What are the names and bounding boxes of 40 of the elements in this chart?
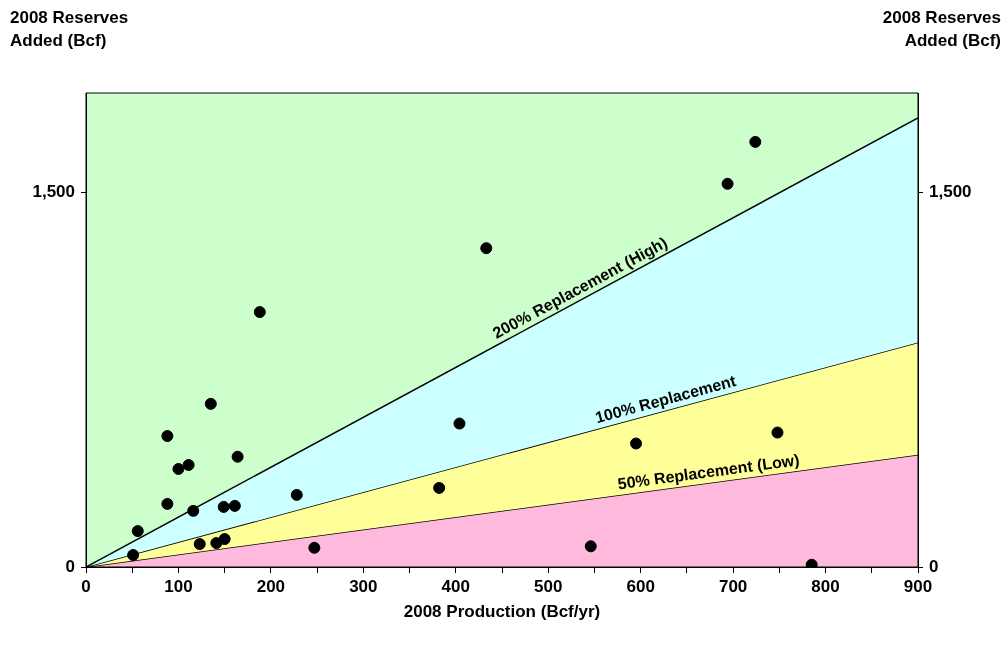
x-tick-label: 600: [626, 576, 655, 596]
point: [204, 397, 217, 410]
point: [193, 538, 206, 551]
x-tick-label: 800: [811, 576, 840, 596]
point: [228, 499, 241, 512]
point: [584, 540, 597, 553]
point: [433, 481, 446, 494]
point: [721, 177, 734, 190]
point: [218, 533, 231, 546]
point: [161, 497, 174, 510]
point: [217, 500, 230, 513]
y2-axis-title: 2008 Reserves Added (Bcf): [881, 7, 1001, 52]
x-tick-label: 200: [256, 576, 286, 596]
point: [290, 488, 303, 501]
point: [161, 430, 174, 443]
point: [187, 504, 200, 517]
point: [172, 462, 185, 475]
point: [231, 450, 244, 463]
point: [127, 549, 140, 562]
point: [749, 135, 762, 148]
y2-tick-label: 1,500: [929, 182, 972, 202]
point: [253, 306, 266, 319]
point: [630, 437, 643, 450]
x-tick-label: 900: [903, 576, 933, 596]
x-tick-label: 500: [534, 576, 563, 596]
y-axis-title: 2008 Reserves Added (Bcf): [10, 7, 130, 52]
x-tick-label: 700: [718, 576, 748, 596]
x-tick-label: 300: [349, 576, 378, 596]
y2-tick-label: 0: [929, 556, 939, 576]
x-tick-label: 400: [441, 576, 470, 596]
point: [308, 541, 321, 554]
x-axis-title: 2008 Production (Bcf/yr): [403, 602, 601, 622]
point: [182, 458, 195, 471]
x-tick-label: 0: [81, 576, 91, 596]
x-tick-label: 100: [164, 576, 193, 596]
point: [131, 525, 144, 538]
text: 50% Replacement (Low): [616, 451, 801, 493]
point: [771, 426, 784, 439]
point: [480, 242, 493, 255]
point: [453, 417, 466, 430]
